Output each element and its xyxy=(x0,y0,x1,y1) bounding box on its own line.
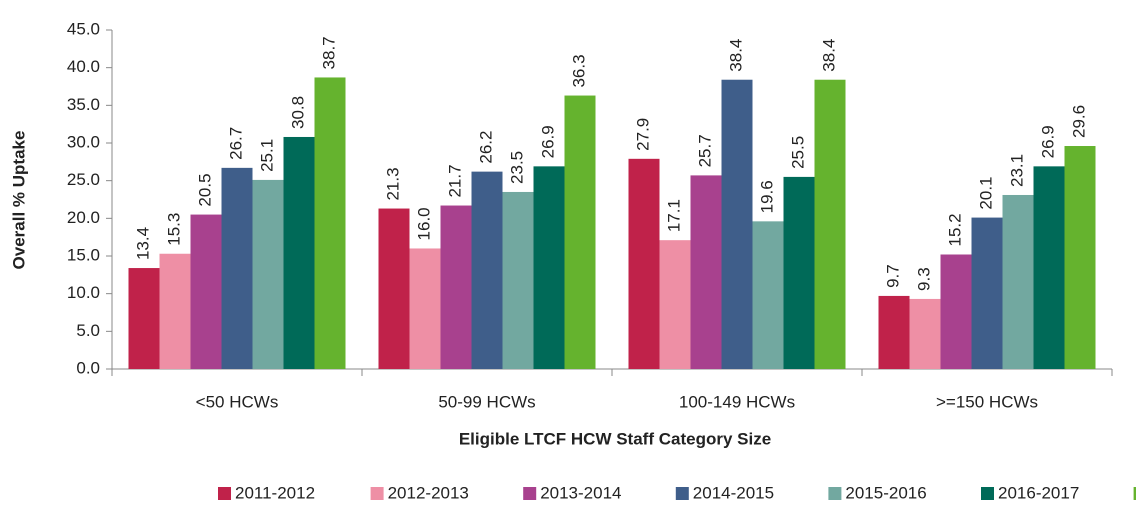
legend-swatch xyxy=(1133,487,1136,500)
value-label: 16.0 xyxy=(414,207,433,240)
bar xyxy=(252,179,284,369)
bar xyxy=(564,95,596,369)
bar xyxy=(533,166,565,369)
value-label: 13.4 xyxy=(133,227,152,260)
bar xyxy=(314,77,346,370)
value-label: 25.5 xyxy=(788,136,807,169)
value-label: 9.7 xyxy=(883,264,902,288)
legend-swatch xyxy=(218,487,231,500)
y-tick-label: 45.0 xyxy=(67,19,100,38)
x-axis-title: Eligible LTCF HCW Staff Category Size xyxy=(459,429,771,448)
value-label: 29.6 xyxy=(1069,105,1088,138)
value-label: 17.1 xyxy=(664,199,683,232)
value-label: 15.3 xyxy=(164,213,183,246)
y-tick-label: 35.0 xyxy=(67,95,100,114)
legend-swatch xyxy=(370,487,384,500)
bar xyxy=(1064,146,1096,369)
value-label: 25.7 xyxy=(695,134,714,167)
y-tick-label: 25.0 xyxy=(67,170,100,189)
bar xyxy=(409,248,441,369)
bar xyxy=(814,79,846,369)
bar xyxy=(909,298,941,369)
bar xyxy=(159,253,191,369)
value-label: 19.6 xyxy=(757,180,776,213)
x-tick-label: 50-99 HCWs xyxy=(438,392,535,411)
value-label: 38.4 xyxy=(726,39,745,72)
bar xyxy=(752,221,784,369)
bar xyxy=(971,217,1003,369)
legend-label: 2015-2016 xyxy=(845,483,926,502)
value-label: 30.8 xyxy=(288,96,307,129)
bar xyxy=(502,191,534,369)
bar xyxy=(1002,194,1034,369)
bar xyxy=(659,240,691,369)
value-label: 26.7 xyxy=(226,127,245,160)
legend-label: 2011-2012 xyxy=(235,483,315,502)
y-axis-title: Overall % Uptake xyxy=(9,131,28,270)
bar xyxy=(878,295,910,369)
value-label: 23.5 xyxy=(507,151,526,184)
y-tick-label: 0.0 xyxy=(76,358,100,377)
x-tick-label: <50 HCWs xyxy=(196,392,279,411)
legend-swatch xyxy=(981,487,994,500)
bar xyxy=(940,254,972,369)
bar xyxy=(128,268,160,369)
value-label: 36.3 xyxy=(569,54,588,87)
legend-label: 2016-2017 xyxy=(998,483,1079,502)
y-tick-label: 15.0 xyxy=(67,245,100,264)
value-label: 9.3 xyxy=(914,267,933,291)
y-tick-label: 30.0 xyxy=(67,132,100,151)
legend-label: 2013-2014 xyxy=(540,483,621,502)
y-tick-label: 5.0 xyxy=(76,321,100,340)
value-label: 23.1 xyxy=(1007,154,1026,187)
value-label: 20.5 xyxy=(195,173,214,206)
bar xyxy=(440,205,472,369)
bar xyxy=(690,175,722,369)
value-label: 26.9 xyxy=(1038,125,1057,158)
x-tick-label: >=150 HCWs xyxy=(936,392,1038,411)
bar xyxy=(283,136,315,369)
value-label: 26.9 xyxy=(538,125,557,158)
value-label: 20.1 xyxy=(976,176,995,209)
value-label: 21.3 xyxy=(383,167,402,200)
bar xyxy=(1033,166,1065,369)
legend-label: 2012-2013 xyxy=(388,483,469,502)
bar xyxy=(190,214,222,369)
value-label: 27.9 xyxy=(633,118,652,151)
legend-label: 2014-2015 xyxy=(693,483,774,502)
bar xyxy=(721,79,753,369)
legend-swatch xyxy=(675,487,689,500)
y-tick-label: 40.0 xyxy=(67,57,100,76)
legend-swatch xyxy=(523,487,537,500)
x-tick-label: 100-149 HCWs xyxy=(679,392,795,411)
value-label: 15.2 xyxy=(945,213,964,246)
value-label: 21.7 xyxy=(445,164,464,197)
value-label: 26.2 xyxy=(476,131,495,164)
y-tick-label: 10.0 xyxy=(67,283,100,302)
bar xyxy=(378,208,410,369)
bar xyxy=(221,167,253,369)
legend-swatch xyxy=(828,487,842,500)
value-label: 38.7 xyxy=(319,36,338,69)
bar xyxy=(471,171,503,369)
bar xyxy=(783,176,815,369)
value-label: 25.1 xyxy=(257,139,276,172)
value-label: 38.4 xyxy=(819,39,838,72)
bar xyxy=(628,158,660,369)
y-tick-label: 20.0 xyxy=(67,208,100,227)
